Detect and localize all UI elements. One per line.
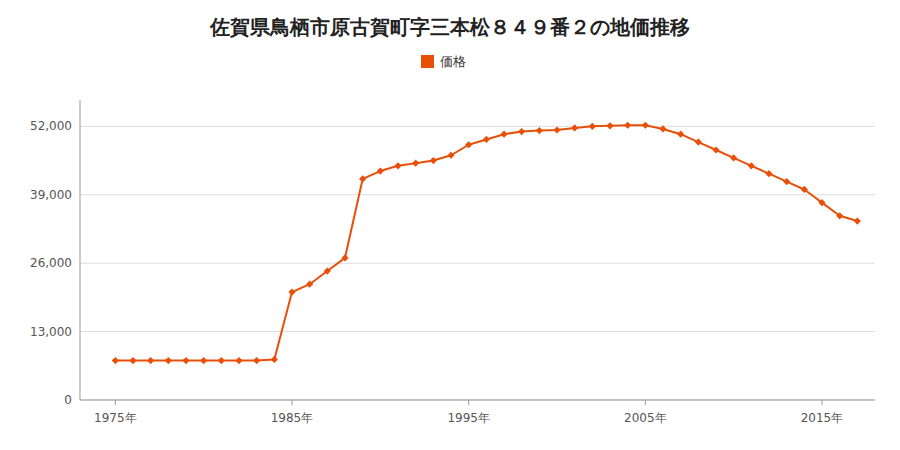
marker bbox=[341, 254, 348, 261]
marker bbox=[147, 357, 154, 364]
grid-line bbox=[80, 331, 875, 332]
y-tick-label: 13,000 bbox=[30, 325, 72, 339]
x-tick-label: 1975年 bbox=[94, 411, 137, 425]
x-axis-line bbox=[80, 400, 875, 401]
marker bbox=[465, 141, 472, 148]
y-tick-label: 0 bbox=[64, 393, 72, 407]
marker bbox=[200, 357, 207, 364]
y-tick-label: 26,000 bbox=[30, 256, 72, 270]
marker bbox=[377, 167, 384, 174]
x-tick bbox=[115, 400, 116, 405]
plot-data bbox=[112, 122, 861, 364]
marker bbox=[271, 356, 278, 363]
marker bbox=[483, 136, 490, 143]
marker bbox=[324, 267, 331, 274]
x-tick bbox=[822, 400, 823, 405]
marker bbox=[165, 357, 172, 364]
title: 佐賀県鳥栖市原古賀町字三本松８４９番２の地価推移 bbox=[209, 15, 690, 39]
legend: 価格 bbox=[421, 54, 466, 69]
marker bbox=[783, 178, 790, 185]
marker bbox=[695, 139, 702, 146]
legend-label: 価格 bbox=[440, 54, 466, 69]
marker bbox=[571, 124, 578, 131]
y-tick-label: 39,000 bbox=[30, 188, 72, 202]
x-tick-label: 1985年 bbox=[271, 411, 314, 425]
marker bbox=[112, 357, 119, 364]
marker bbox=[836, 212, 843, 219]
marker bbox=[235, 357, 242, 364]
marker bbox=[589, 123, 596, 130]
marker bbox=[606, 122, 613, 129]
marker bbox=[854, 217, 861, 224]
marker bbox=[412, 160, 419, 167]
grid-line bbox=[80, 194, 875, 195]
marker bbox=[765, 170, 772, 177]
marker bbox=[801, 186, 808, 193]
marker bbox=[712, 146, 719, 153]
x-tick bbox=[645, 400, 646, 405]
y-tick-label: 52,000 bbox=[30, 119, 72, 133]
grid-line bbox=[80, 126, 875, 127]
marker bbox=[748, 162, 755, 169]
marker bbox=[359, 175, 366, 182]
marker bbox=[394, 162, 401, 169]
marker bbox=[553, 126, 560, 133]
marker bbox=[730, 154, 737, 161]
marker bbox=[642, 122, 649, 129]
x-tick bbox=[292, 400, 293, 405]
marker bbox=[430, 157, 437, 164]
marker bbox=[288, 289, 295, 296]
x-tick bbox=[468, 400, 469, 405]
legend-swatch bbox=[421, 55, 434, 68]
marker bbox=[536, 127, 543, 134]
x-tick-label: 2015年 bbox=[801, 411, 844, 425]
marker bbox=[447, 152, 454, 159]
marker bbox=[253, 357, 260, 364]
axes: 0 13,000 26,000 39,000 52,000 1975年 1985年 1995年… bbox=[30, 100, 875, 425]
x-tick-label: 1995年 bbox=[447, 411, 490, 425]
marker bbox=[182, 357, 189, 364]
marker bbox=[306, 281, 313, 288]
marker bbox=[659, 125, 666, 132]
grid-line bbox=[80, 263, 875, 264]
chart: 佐賀県鳥栖市原古賀町字三本松８４９番２の地価推移 0 13,000 26,000 39,… bbox=[0, 0, 900, 450]
marker bbox=[218, 357, 225, 364]
grid-line bbox=[80, 400, 875, 401]
marker bbox=[624, 122, 631, 129]
marker bbox=[129, 357, 136, 364]
marker bbox=[677, 131, 684, 138]
line bbox=[115, 125, 857, 360]
x-tick-label: 2005年 bbox=[624, 411, 667, 425]
marker bbox=[518, 128, 525, 135]
marker bbox=[500, 131, 507, 138]
marker bbox=[818, 199, 825, 206]
y-axis-line bbox=[80, 100, 81, 400]
